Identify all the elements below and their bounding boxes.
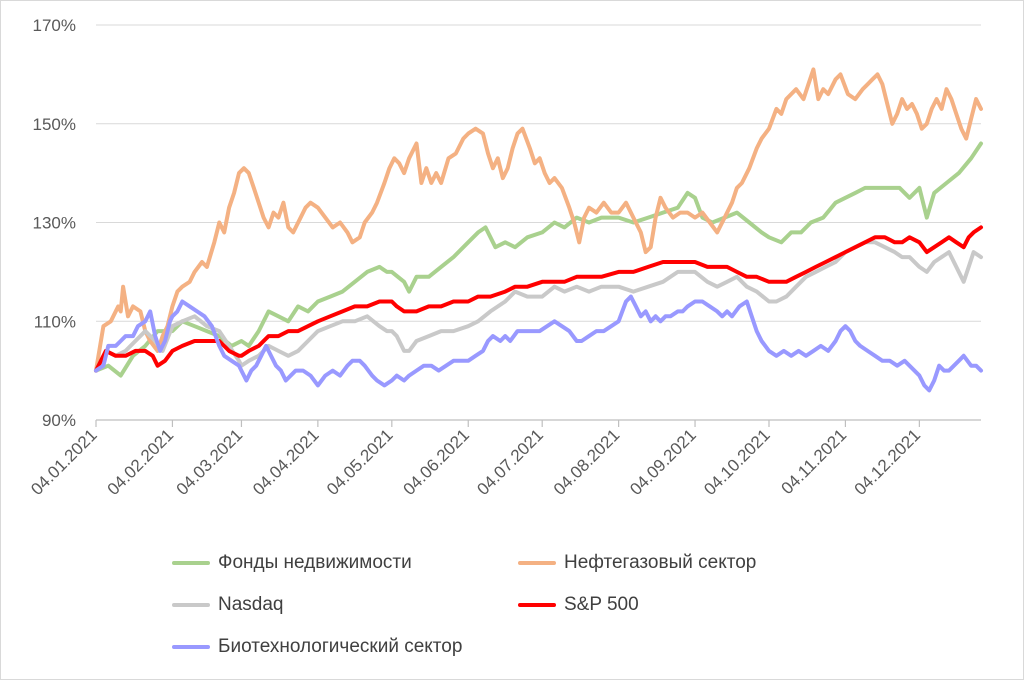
x-tick-label: 04.03.2021 xyxy=(173,425,247,499)
series-line-real-estate xyxy=(94,141,983,378)
y-tick-label: 170% xyxy=(33,16,76,35)
series-line-oil-gas xyxy=(94,67,983,373)
y-tick-label: 110% xyxy=(34,312,76,331)
x-tick-label: 04.10.2021 xyxy=(700,425,774,499)
y-axis-tick-labels: 90% 110% 130% 150% 170% xyxy=(33,16,76,430)
x-tick-label: 04.01.2021 xyxy=(27,425,101,499)
series-line-biotech xyxy=(94,294,983,393)
x-tick-label: 04.08.2021 xyxy=(550,425,624,499)
legend-item-sp500: S&P 500 xyxy=(518,594,639,616)
x-tick-label: 04.05.2021 xyxy=(323,425,397,499)
gridlines xyxy=(96,24,981,322)
x-tick-label: 04.07.2021 xyxy=(473,425,547,499)
legend-item-oil-gas: Нефтегазовый сектор xyxy=(518,552,756,574)
x-tick-label: 04.02.2021 xyxy=(104,425,178,499)
x-tick-label: 04.12.2021 xyxy=(851,425,925,499)
legend-item-real-estate: Фонды недвижимости xyxy=(172,552,412,574)
legend-label-biotech: Биотехнологический сектор xyxy=(218,636,463,657)
legend-item-biotech: Биотехнологический сектор xyxy=(172,636,462,658)
series-line-sp500 xyxy=(94,225,983,373)
legend-swatch-real-estate xyxy=(172,561,210,565)
legend-label-real-estate: Фонды недвижимости xyxy=(218,552,412,573)
x-tick-label: 04.09.2021 xyxy=(626,425,700,499)
legend-label-sp500: S&P 500 xyxy=(564,594,639,615)
series-line-nasdaq xyxy=(94,240,983,373)
y-tick-label: 150% xyxy=(33,115,76,134)
legend-item-nasdaq: Nasdaq xyxy=(172,594,284,616)
y-tick-label: 130% xyxy=(33,214,76,233)
legend-label-oil-gas: Нефтегазовый сектор xyxy=(564,552,757,573)
legend-swatch-biotech xyxy=(172,645,210,649)
y-tick-label: 90% xyxy=(42,411,76,430)
legend-swatch-oil-gas xyxy=(518,561,556,565)
x-tick-label: 04.06.2021 xyxy=(399,425,473,499)
x-tick-label: 04.11.2021 xyxy=(778,425,851,498)
x-tick-label: 04.04.2021 xyxy=(249,425,323,499)
legend-swatch-sp500 xyxy=(518,603,556,607)
series-lines xyxy=(94,67,983,393)
x-axis xyxy=(95,419,981,427)
legend-swatch-nasdaq xyxy=(172,603,210,607)
legend-label-nasdaq: Nasdaq xyxy=(218,594,284,615)
